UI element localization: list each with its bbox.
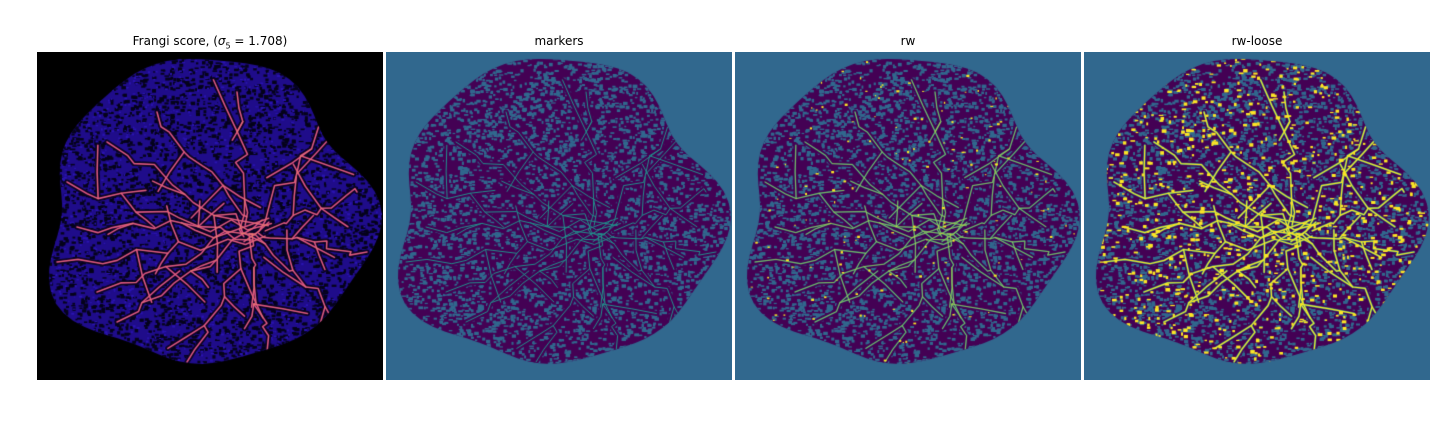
panel-title-markers: markers [534, 34, 584, 48]
frangi-score-image [37, 52, 383, 380]
panel-title-rw: rw [900, 34, 916, 48]
rw-loose-image [1084, 52, 1430, 380]
frangi-title-value: = 1.708) [230, 34, 288, 48]
rw-image [735, 52, 1081, 380]
sigma-symbol: σ [217, 34, 226, 48]
sigma-subscript: 5 [225, 41, 231, 51]
markers-image [386, 52, 732, 380]
frangi-title-text: Frangi score, ( [132, 34, 218, 48]
panel-title-frangi: Frangi score, (σ5 = 1.708) [37, 34, 383, 50]
panel-title-rw-loose: rw-loose [1231, 34, 1283, 48]
